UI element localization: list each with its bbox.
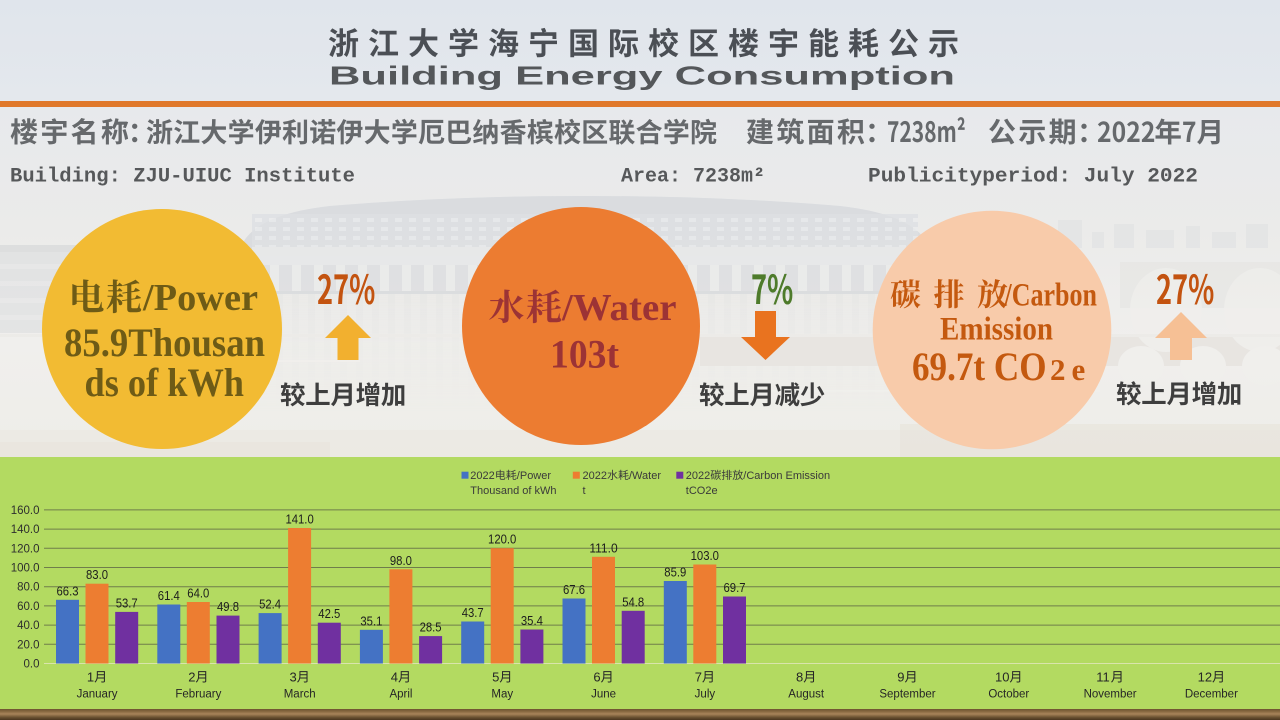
- svg-text:6: 6: [593, 670, 600, 685]
- svg-text:2022: 2022: [583, 470, 607, 482]
- svg-text:140.0: 140.0: [11, 524, 40, 536]
- svg-text:Building Energy Consumption: Building Energy Consumption: [329, 61, 955, 91]
- svg-text:May: May: [491, 689, 513, 701]
- svg-text:January: January: [77, 689, 118, 701]
- svg-text:/Power: /Power: [142, 277, 258, 319]
- svg-text:December: December: [1185, 689, 1238, 701]
- svg-text:85.9: 85.9: [664, 565, 686, 580]
- svg-text:43.7: 43.7: [462, 605, 484, 620]
- svg-text:3: 3: [290, 670, 297, 685]
- svg-text:ds of kWh: ds of kWh: [85, 360, 245, 405]
- svg-text:83.0: 83.0: [86, 567, 108, 582]
- svg-text:98.0: 98.0: [390, 553, 412, 568]
- svg-text:November: November: [1084, 689, 1137, 701]
- svg-text:10: 10: [995, 670, 1009, 685]
- svg-text:October: October: [988, 689, 1029, 701]
- svg-text:103.0: 103.0: [691, 548, 719, 563]
- svg-text:Building: ZJU-UIUC Institute: Building: ZJU-UIUC Institute: [10, 166, 355, 189]
- svg-text:8: 8: [796, 670, 803, 685]
- svg-text:0.0: 0.0: [24, 659, 40, 671]
- svg-text:85.9Thousan: 85.9Thousan: [64, 320, 265, 365]
- svg-text:/Carbon Emission: /Carbon Emission: [743, 470, 830, 482]
- svg-text:2022: 2022: [470, 470, 494, 482]
- svg-text:Area: 7238m²: Area: 7238m²: [621, 166, 765, 189]
- svg-text:July: July: [695, 689, 716, 701]
- svg-text:160.0: 160.0: [11, 505, 40, 517]
- svg-text:69.7t CO: 69.7t CO: [912, 344, 1047, 389]
- svg-text:September: September: [879, 689, 935, 701]
- svg-text:61.4: 61.4: [158, 588, 180, 603]
- svg-text:June: June: [591, 689, 616, 701]
- svg-text:Thousand of kWh: Thousand of kWh: [470, 485, 556, 497]
- svg-text:64.0: 64.0: [187, 586, 209, 601]
- svg-text:49.8: 49.8: [217, 599, 239, 614]
- svg-text:9: 9: [897, 670, 904, 685]
- svg-text:tCO2e: tCO2e: [686, 485, 718, 497]
- svg-text:March: March: [284, 689, 316, 701]
- svg-text:/Power: /Power: [517, 470, 552, 482]
- svg-text:12: 12: [1198, 670, 1212, 685]
- svg-text:120.0: 120.0: [11, 543, 40, 555]
- svg-text:67.6: 67.6: [563, 582, 585, 597]
- svg-text:April: April: [389, 689, 412, 701]
- svg-text:t: t: [583, 485, 586, 497]
- svg-text:120.0: 120.0: [488, 532, 516, 547]
- svg-text:Publicityperiod: July 2022: Publicityperiod: July 2022: [868, 166, 1198, 189]
- svg-text:August: August: [788, 689, 825, 701]
- svg-text:1: 1: [87, 670, 94, 685]
- svg-text:11: 11: [1096, 670, 1110, 685]
- svg-text:52.4: 52.4: [259, 597, 281, 612]
- svg-text:111.0: 111.0: [589, 540, 617, 555]
- svg-text:54.8: 54.8: [622, 594, 644, 609]
- svg-text:/Water: /Water: [561, 287, 677, 329]
- svg-text:60.0: 60.0: [17, 601, 39, 613]
- svg-text:7: 7: [695, 670, 702, 685]
- svg-text:69.7: 69.7: [724, 580, 746, 595]
- svg-text:66.3: 66.3: [57, 583, 79, 598]
- svg-text:/Water: /Water: [629, 470, 661, 482]
- svg-text:28.5: 28.5: [420, 620, 442, 635]
- svg-text:Emission: Emission: [940, 312, 1053, 348]
- svg-text:2: 2: [188, 670, 195, 685]
- svg-text:35.4: 35.4: [521, 613, 543, 628]
- svg-text:40.0: 40.0: [17, 620, 39, 632]
- svg-text:80.0: 80.0: [17, 582, 39, 594]
- svg-text:5: 5: [492, 670, 499, 685]
- svg-text:42.5: 42.5: [318, 606, 340, 621]
- svg-text:141.0: 141.0: [285, 512, 313, 527]
- svg-text:103t: 103t: [550, 332, 620, 377]
- svg-text:/Carbon: /Carbon: [1004, 278, 1097, 314]
- svg-text:2e: 2e: [1050, 352, 1091, 387]
- svg-text:February: February: [175, 689, 221, 701]
- svg-text:4: 4: [391, 670, 398, 685]
- svg-text:35.1: 35.1: [360, 613, 382, 628]
- svg-text:2022: 2022: [686, 470, 710, 482]
- svg-text:53.7: 53.7: [116, 595, 138, 610]
- svg-text:100.0: 100.0: [11, 563, 40, 575]
- svg-text:20.0: 20.0: [17, 639, 39, 651]
